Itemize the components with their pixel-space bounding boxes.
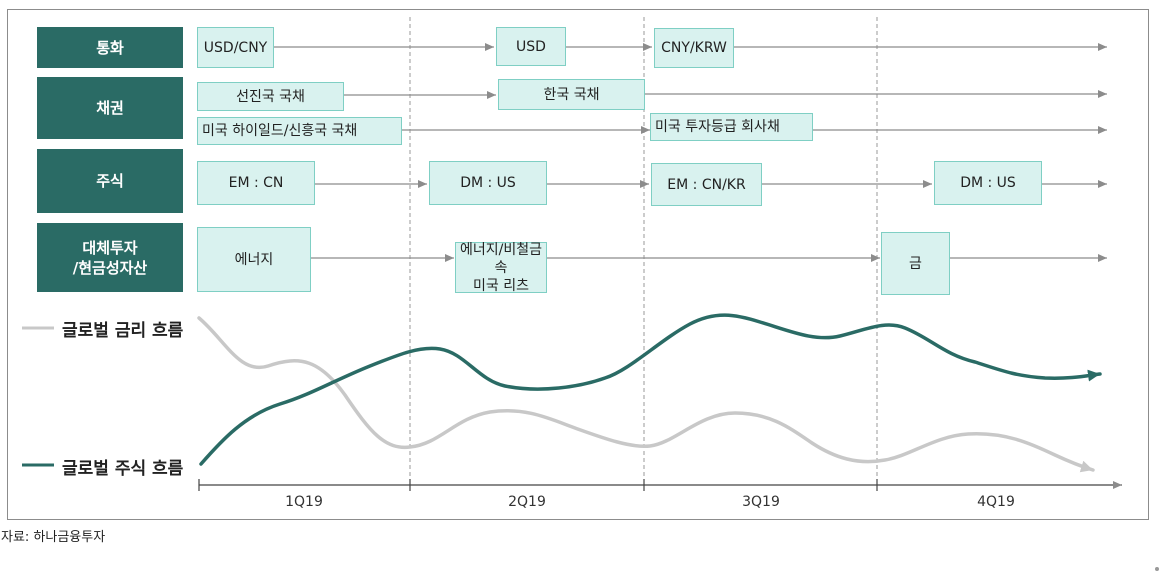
box-energy-metal-reits: 에너지/비철금속 미국 리츠 [455,242,547,294]
source-note: 자료: 하나금융투자 [1,530,106,545]
box-em-cn-kr: EM : CN/KR [651,163,762,206]
box-dm-govt-bond: 선진국 국채 [197,82,344,111]
quarter-label: 2Q19 [508,494,546,510]
category-bond: 채권 [37,77,183,139]
box-us-hy-em-bond: 미국 하이일드/신흥국 국채 [197,117,402,145]
box-em-cn: EM : CN [197,161,315,205]
decorative-dot [1155,567,1159,571]
equity-flow-line [199,313,1102,466]
box-usd-cny: USD/CNY [197,27,274,68]
legend-rates-label: 글로벌 금리 흐름 [62,321,184,341]
box-usd: USD [496,27,566,66]
quarter-label: 3Q19 [742,494,780,510]
box-us-ig-corp-bond: 미국 투자등급 회사채 [650,113,813,141]
box-cny-krw: CNY/KRW [654,28,734,68]
diagram-frame [7,9,1149,520]
box-energy: 에너지 [197,227,311,292]
category-currency: 통화 [37,27,183,68]
box-dm-us-2: DM : US [934,161,1042,205]
box-gold: 금 [881,232,950,295]
category-alternative: 대체투자 /현금성자산 [37,223,183,292]
category-equity: 주식 [37,149,183,213]
quarter-label: 4Q19 [977,494,1015,510]
legend-equity-label: 글로벌 주식 흐름 [62,459,184,479]
quarter-label: 1Q19 [285,494,323,510]
box-dm-us-1: DM : US [429,161,547,205]
box-kr-govt-bond: 한국 국채 [498,79,645,110]
rates-flow-line [197,316,1095,473]
